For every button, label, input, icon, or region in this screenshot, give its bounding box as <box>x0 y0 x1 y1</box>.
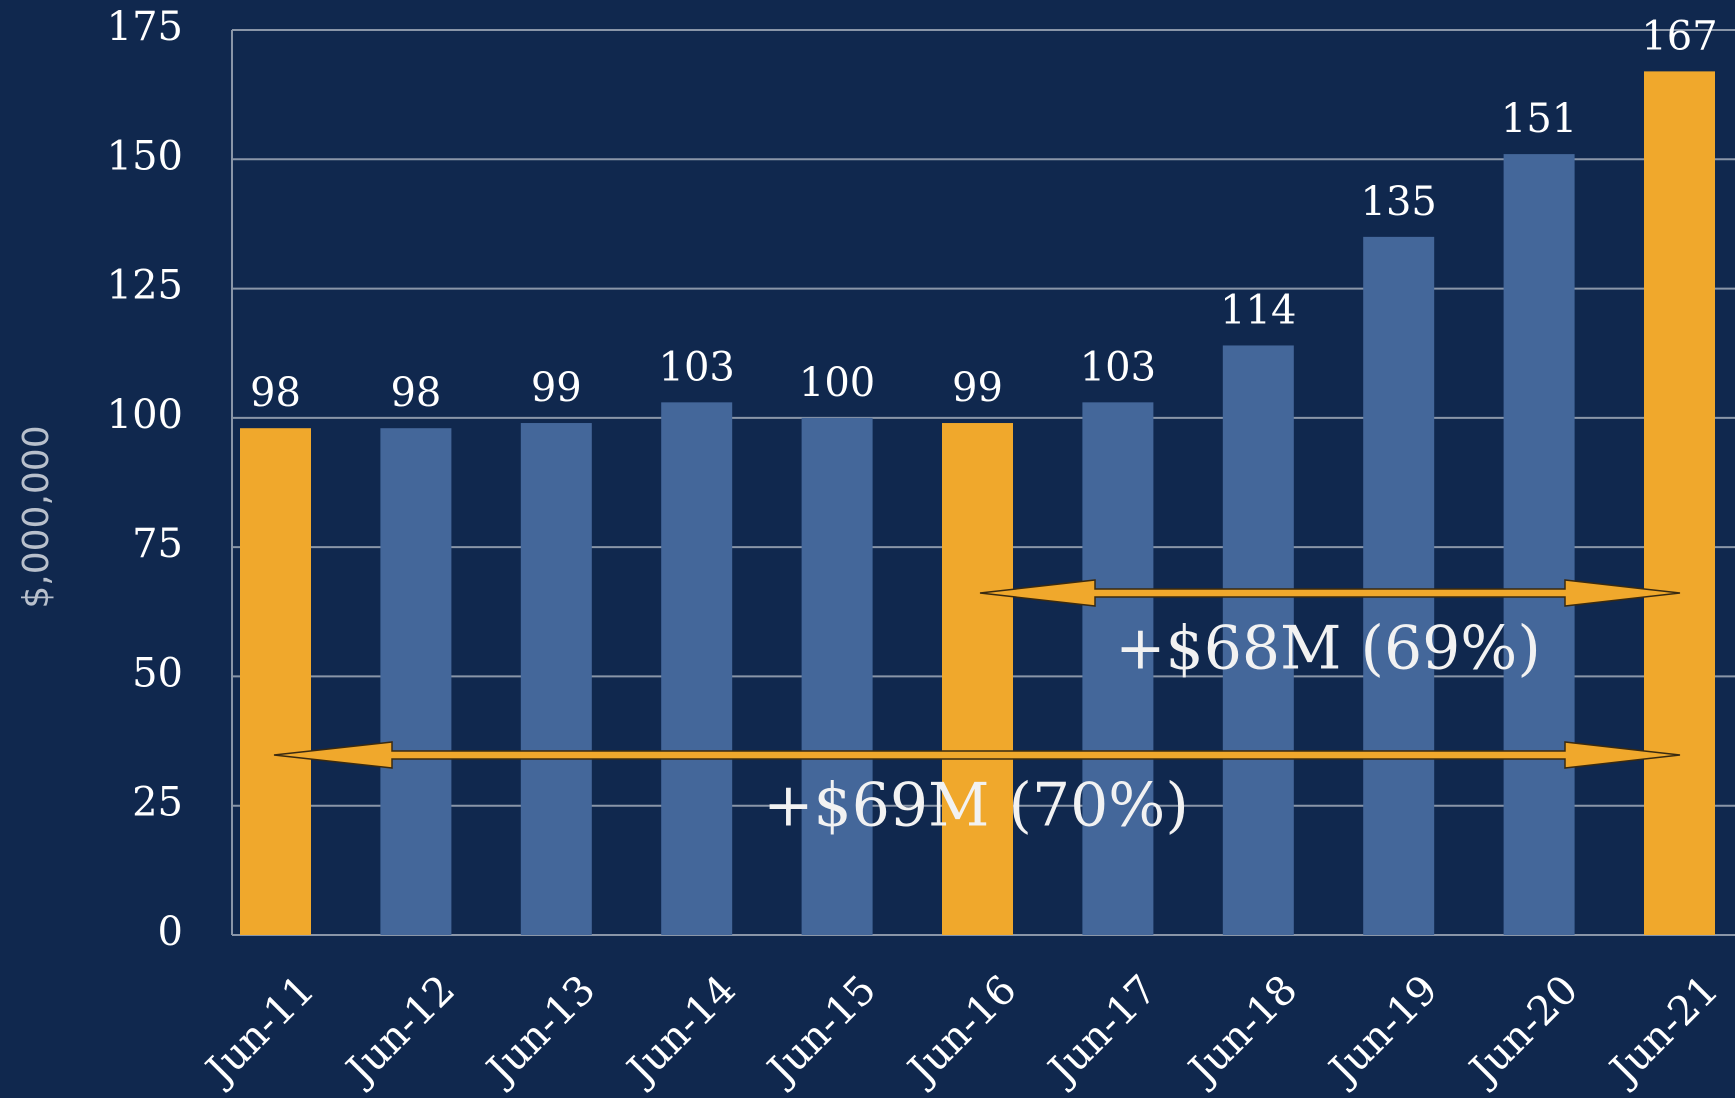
annotation: +$68M (69%) <box>1115 614 1540 684</box>
bars <box>240 71 1715 936</box>
y-tick-label: 100 <box>107 392 183 438</box>
value-label: 135 <box>1361 179 1437 225</box>
bar <box>661 402 733 935</box>
y-tick-label: 150 <box>107 133 183 179</box>
bar <box>1644 71 1715 935</box>
value-label: 100 <box>799 360 875 406</box>
y-axis-label: $,000,000 <box>16 425 57 608</box>
bar <box>1503 154 1575 936</box>
bar <box>1222 345 1294 935</box>
bar <box>1082 402 1154 935</box>
bar <box>801 417 873 935</box>
bar <box>942 423 1013 935</box>
bar <box>380 428 452 935</box>
annotation: +$69M (70%) <box>763 771 1188 841</box>
value-label: 114 <box>1220 287 1296 333</box>
bar <box>1363 236 1435 935</box>
value-label: 99 <box>531 365 582 411</box>
y-tick-label: 125 <box>107 263 183 309</box>
value-label: 103 <box>659 344 735 390</box>
arrow <box>979 579 1681 607</box>
value-label: 98 <box>250 370 301 416</box>
value-label: 151 <box>1501 96 1577 142</box>
bar <box>520 423 592 935</box>
y-tick-label: 75 <box>132 521 183 567</box>
y-tick-label: 50 <box>132 650 183 696</box>
value-label: 103 <box>1080 344 1156 390</box>
value-label: 167 <box>1641 13 1717 59</box>
value-label: 98 <box>390 370 441 416</box>
y-tick-label: 25 <box>132 780 183 826</box>
arrow <box>273 741 1681 769</box>
bar <box>240 428 311 935</box>
value-label: 99 <box>952 365 1003 411</box>
y-tick-label: 0 <box>158 909 183 955</box>
y-tick-label: 175 <box>107 4 183 50</box>
